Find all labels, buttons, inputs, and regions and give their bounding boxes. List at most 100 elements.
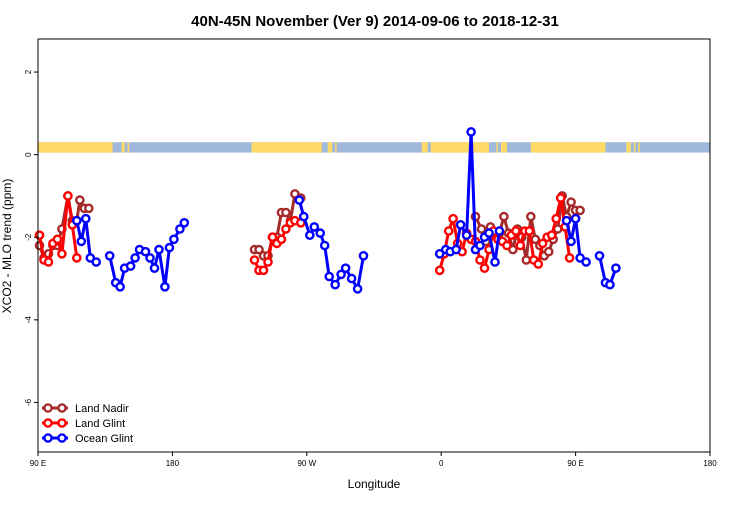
y-axis-label: XCO2 - MLO trend (ppm)	[0, 179, 14, 314]
data-point-land-glint	[72, 253, 82, 263]
data-point-ocean-glint	[461, 230, 472, 240]
data-point-ocean-glint	[346, 273, 357, 284]
x-tick-label: 180	[166, 459, 180, 468]
data-point-land-nadir	[566, 197, 576, 207]
data-point-land-glint	[57, 248, 67, 259]
data-point-land-nadir	[254, 244, 264, 255]
legend-marker	[57, 418, 67, 428]
legend-marker	[43, 403, 53, 413]
data-point-land-nadir	[575, 205, 585, 216]
data-point-ocean-glint	[81, 213, 91, 224]
chart-title: 40N-45N November (Ver 9) 2014-09-06 to 2…	[191, 13, 559, 30]
data-point-ocean-glint	[324, 271, 335, 282]
series-ocean-glint	[72, 127, 621, 294]
data-point-land-nadir	[499, 211, 509, 222]
legend-item-ocean-glint: Ocean Glint	[42, 433, 133, 445]
data-point-land-nadir	[281, 207, 291, 218]
data-point-ocean-glint	[179, 217, 190, 228]
data-point-ocean-glint	[451, 244, 461, 255]
legend-label: Ocean Glint	[75, 433, 133, 445]
land-band-segment	[638, 142, 640, 153]
data-point-ocean-glint	[566, 236, 576, 247]
data-point-land-nadir	[521, 255, 532, 265]
data-point-ocean-glint	[605, 279, 615, 290]
data-point-ocean-glint	[611, 263, 621, 274]
data-point-ocean-glint	[145, 253, 155, 263]
x-tick-label: 90 E	[567, 459, 583, 468]
data-point-ocean-glint	[140, 246, 151, 257]
data-point-ocean-glint	[91, 257, 101, 267]
data-point-ocean-glint	[304, 230, 315, 240]
legend-item-land-nadir: Land Nadir	[42, 403, 129, 415]
legend-label: Land Glint	[75, 418, 125, 430]
data-point-ocean-glint	[164, 242, 175, 253]
data-point-land-glint	[63, 191, 73, 201]
land-band-segment	[38, 142, 113, 153]
data-point-ocean-glint	[336, 269, 346, 280]
land-band-segment	[335, 142, 337, 153]
data-point-ocean-glint	[175, 224, 185, 234]
land-band-segment	[127, 142, 130, 153]
data-point-land-glint	[249, 255, 260, 265]
data-point-land-glint	[555, 193, 566, 203]
data-point-ocean-glint	[76, 236, 87, 247]
land-band-segment	[633, 142, 636, 153]
plot-frame	[37, 38, 711, 453]
data-point-land-glint	[43, 257, 54, 267]
data-point-ocean-glint	[298, 211, 309, 222]
data-point-ocean-glint	[72, 215, 82, 226]
legend-item-land-glint: Land Glint	[42, 418, 125, 430]
data-point-land-glint	[551, 213, 562, 224]
data-point-land-glint	[267, 232, 278, 242]
legend-marker	[57, 433, 67, 443]
data-point-ocean-glint	[494, 226, 505, 236]
data-point-land-nadir	[476, 224, 487, 234]
x-tick-label: 90 E	[30, 459, 46, 468]
data-point-ocean-glint	[352, 284, 363, 294]
land-band-segment	[530, 142, 606, 153]
data-point-ocean-glint	[340, 263, 351, 274]
data-point-ocean-glint	[154, 244, 164, 255]
data-point-land-glint	[443, 226, 454, 236]
data-point-ocean-glint	[169, 234, 179, 245]
data-point-land-glint	[52, 234, 63, 245]
data-point-ocean-glint	[125, 261, 136, 271]
land-band-segment	[430, 142, 489, 153]
data-point-ocean-glint	[149, 263, 160, 274]
axes-layer: 90 E 180 90 W 0 90 E 180 2 0 -2 -4 -6	[24, 69, 717, 468]
legend-marker	[57, 403, 67, 413]
land-band-segment	[500, 142, 507, 153]
legend: Land Nadir Land Glint Ocean Glint	[42, 403, 133, 445]
data-point-land-glint	[479, 263, 490, 274]
data-point-ocean-glint	[594, 250, 605, 261]
y-tick-label: -4	[24, 316, 33, 324]
ocean-band	[38, 142, 710, 153]
data-point-ocean-glint	[475, 240, 485, 251]
data-point-ocean-glint	[581, 257, 591, 267]
y-tick-label: 0	[24, 152, 33, 157]
data-point-ocean-glint	[294, 195, 305, 205]
x-tick-label: 90 W	[297, 459, 316, 468]
data-point-ocean-glint	[490, 257, 500, 267]
data-point-land-glint	[537, 238, 548, 249]
y-tick-label: 2	[24, 69, 33, 74]
data-point-land-glint	[515, 240, 526, 251]
data-point-land-glint	[276, 234, 287, 245]
y-tick-label: -6	[24, 398, 33, 406]
land-band-segment	[496, 142, 498, 153]
x-tick-label: 0	[439, 459, 444, 468]
data-point-land-glint	[258, 265, 269, 276]
data-point-ocean-glint	[104, 250, 115, 261]
legend-marker	[43, 418, 53, 428]
data-point-ocean-glint	[309, 222, 320, 232]
data-point-ocean-glint	[466, 127, 476, 137]
data-point-ocean-glint	[160, 281, 170, 292]
data-point-land-glint	[434, 265, 445, 276]
data-point-ocean-glint	[358, 250, 369, 261]
data-point-land-glint	[546, 230, 557, 240]
data-point-land-glint	[533, 259, 544, 269]
data-point-ocean-glint	[561, 215, 572, 226]
data-point-ocean-glint	[319, 240, 330, 251]
data-point-land-glint	[263, 257, 273, 267]
